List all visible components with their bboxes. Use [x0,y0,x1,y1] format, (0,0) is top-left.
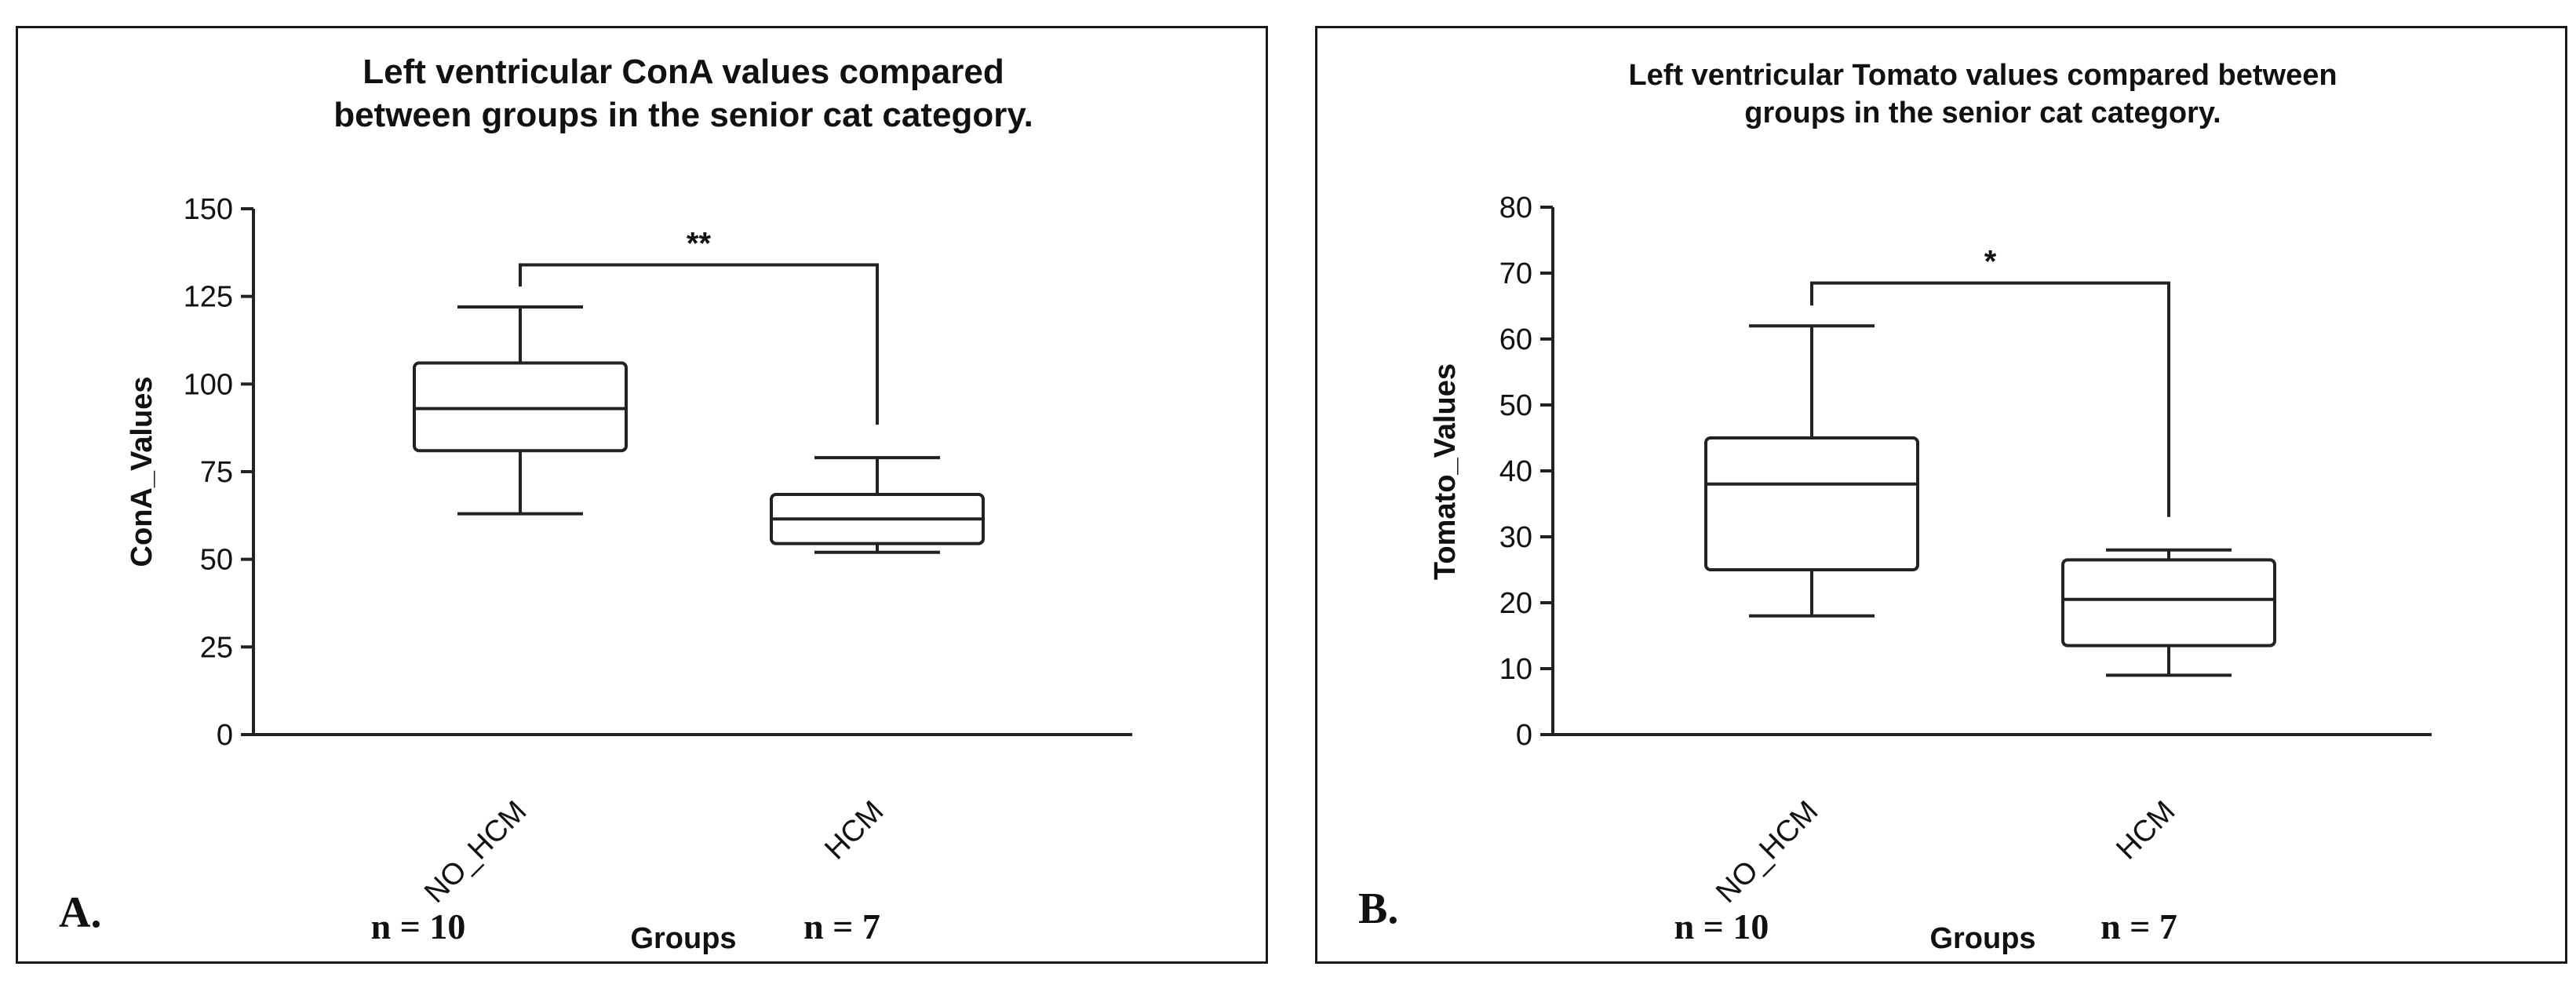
y-tick-label: 0 [1516,719,1532,752]
y-axis-label: ConA_Values [126,377,158,567]
chart-a-svg: Left ventricular ConA values compared bet… [59,53,1132,955]
box-iqr [2061,558,2276,647]
chart-panel-b: Left ventricular Tomato values compared … [1315,26,2567,964]
chart-title-line: groups in the senior cat category. [1744,97,2221,129]
y-tick-label: 50 [1499,389,1532,422]
y-tick-label: 80 [1499,191,1532,224]
x-category-label: HCM [2110,795,2181,866]
sample-size-label: n = 7 [2101,906,2177,946]
significance-bracket [519,263,879,425]
panel-label: B. [1358,884,1398,933]
panel-label: A. [59,888,101,937]
y-axis-label: Tomato_Values [1429,363,1462,580]
chart-b-svg: Left ventricular Tomato values compared … [1358,59,2432,955]
significance-marker: * [1984,245,1997,279]
y-tick-label: 60 [1499,323,1532,356]
y-tick-label: 50 [200,544,233,577]
chart-panel-a: Left ventricular ConA values compared bet… [16,26,1268,964]
y-tick-label: 10 [1499,653,1532,686]
x-category-label: HCM [818,795,890,866]
chart-title-line: Left ventricular ConA values compared [363,53,1004,91]
x-category-label: NO_HCM [418,795,533,910]
box-iqr [413,361,628,453]
y-tick-label: 25 [200,631,233,664]
y-tick-label: 150 [184,193,233,226]
chart-title-line: between groups in the senior cat categor… [333,96,1033,134]
y-tick-label: 125 [184,281,233,314]
sample-size-label: n = 7 [803,906,880,946]
y-tick-label: 30 [1499,521,1532,554]
box-iqr [1704,436,1919,571]
sample-size-label: n = 10 [1674,906,1769,946]
y-tick-label: 20 [1499,587,1532,620]
sample-size-label: n = 10 [371,906,466,946]
x-axis-label: Groups [630,922,736,955]
y-tick-label: 40 [1499,455,1532,488]
y-tick-label: 100 [184,368,233,401]
x-axis-label: Groups [1929,922,2035,955]
y-tick-label: 70 [1499,257,1532,290]
chart-title-line: Left ventricular Tomato values compared … [1628,59,2337,92]
y-tick-label: 0 [217,719,233,752]
significance-marker: ** [687,226,712,261]
x-category-label: NO_HCM [1710,795,1824,910]
significance-bracket [1810,281,2170,517]
y-tick-label: 75 [200,456,233,489]
